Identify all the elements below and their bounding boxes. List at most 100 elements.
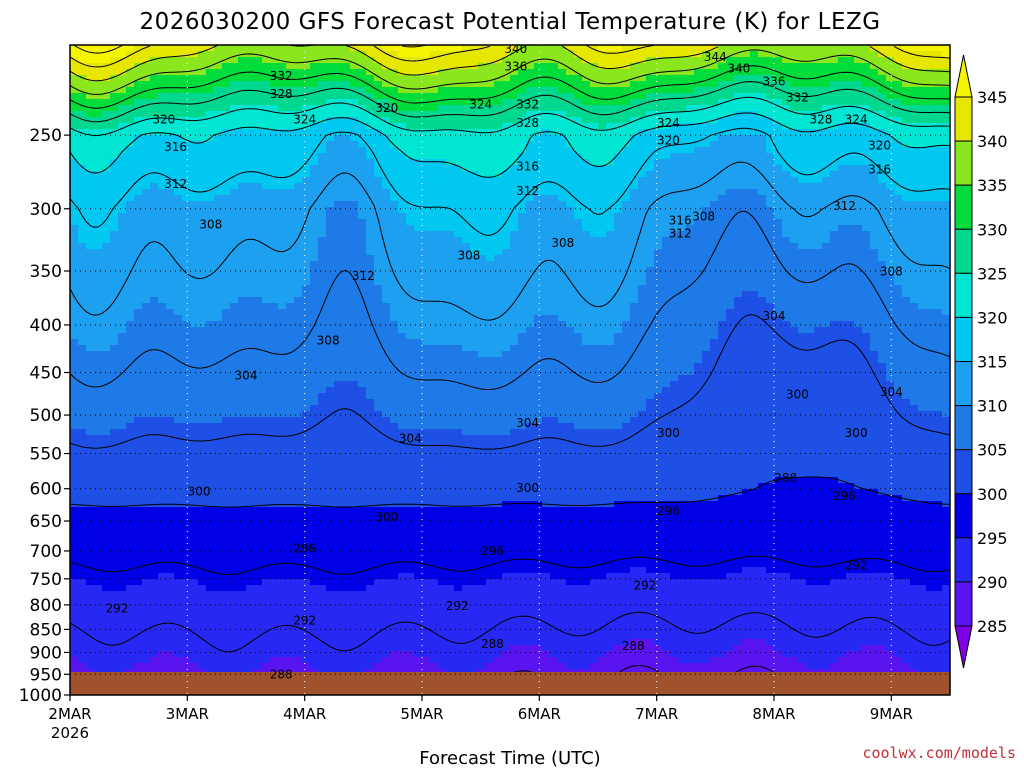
theta-cell — [262, 225, 271, 232]
theta-cell — [414, 87, 423, 94]
theta-cell — [198, 531, 207, 538]
theta-cell — [238, 279, 247, 286]
theta-cell — [198, 483, 207, 490]
theta-cell — [110, 165, 119, 172]
theta-cell — [206, 99, 215, 106]
theta-cell — [94, 531, 103, 538]
theta-cell — [78, 45, 87, 52]
theta-cell — [270, 153, 279, 160]
theta-cell — [118, 633, 127, 640]
theta-cell — [182, 213, 191, 220]
theta-cell — [270, 243, 279, 250]
theta-cell — [166, 309, 175, 316]
theta-cell — [118, 561, 127, 568]
theta-cell — [142, 135, 151, 142]
theta-cell — [118, 621, 127, 628]
theta-cell — [286, 183, 295, 190]
theta-cell — [406, 531, 415, 538]
theta-cell — [94, 273, 103, 280]
theta-cell — [190, 129, 199, 136]
theta-cell — [238, 327, 247, 334]
theta-cell — [374, 453, 383, 460]
theta-cell — [382, 117, 391, 124]
theta-cell — [310, 345, 319, 352]
theta-cell — [382, 639, 391, 646]
theta-cell — [126, 267, 135, 274]
theta-cell — [118, 123, 127, 130]
theta-cell — [134, 63, 143, 70]
theta-cell — [382, 447, 391, 454]
theta-cell — [174, 591, 183, 598]
theta-cell — [110, 405, 119, 412]
theta-cell — [86, 477, 95, 484]
theta-cell — [318, 663, 327, 670]
theta-cell — [398, 639, 407, 646]
theta-cell — [254, 435, 263, 442]
theta-cell — [398, 87, 407, 94]
theta-cell — [302, 537, 311, 544]
theta-cell — [406, 189, 415, 196]
theta-cell — [78, 357, 87, 364]
theta-cell — [214, 549, 223, 556]
theta-cell — [342, 609, 351, 616]
theta-cell — [334, 309, 343, 316]
theta-cell — [222, 537, 231, 544]
theta-cell — [350, 57, 359, 64]
theta-cell — [358, 531, 367, 538]
theta-cell — [70, 159, 79, 166]
theta-cell — [326, 489, 335, 496]
theta-cell — [174, 81, 183, 88]
theta-cell — [302, 549, 311, 556]
theta-cell — [86, 135, 95, 142]
theta-cell — [350, 609, 359, 616]
theta-cell — [158, 231, 167, 238]
theta-cell — [70, 51, 79, 58]
theta-cell — [86, 141, 95, 148]
theta-cell — [342, 585, 351, 592]
theta-cell — [110, 201, 119, 208]
theta-cell — [158, 267, 167, 274]
theta-cell — [390, 477, 399, 484]
theta-cell — [270, 213, 279, 220]
theta-cell — [414, 405, 423, 412]
theta-cell — [134, 387, 143, 394]
theta-cell — [190, 147, 199, 154]
theta-cell — [294, 441, 303, 448]
theta-cell — [182, 597, 191, 604]
theta-cell — [318, 309, 327, 316]
theta-cell — [246, 621, 255, 628]
theta-cell — [366, 393, 375, 400]
theta-cell — [318, 615, 327, 622]
theta-cell — [126, 531, 135, 538]
theta-cell — [246, 423, 255, 430]
theta-cell — [334, 537, 343, 544]
theta-cell — [390, 189, 399, 196]
theta-cell — [422, 399, 431, 406]
theta-cell — [358, 297, 367, 304]
theta-cell — [230, 261, 239, 268]
theta-cell — [78, 189, 87, 196]
theta-cell — [246, 315, 255, 322]
theta-cell — [270, 63, 279, 70]
theta-cell — [286, 495, 295, 502]
theta-cell — [102, 507, 111, 514]
theta-cell — [262, 123, 271, 130]
theta-cell — [254, 249, 263, 256]
theta-cell — [206, 453, 215, 460]
theta-cell — [310, 369, 319, 376]
theta-cell — [206, 309, 215, 316]
theta-cell — [158, 261, 167, 268]
theta-cell — [158, 225, 167, 232]
theta-cell — [382, 657, 391, 664]
theta-cell — [166, 459, 175, 466]
theta-cell — [222, 441, 231, 448]
theta-cell — [374, 75, 383, 82]
theta-cell — [222, 249, 231, 256]
theta-cell — [310, 531, 319, 538]
theta-cell — [238, 213, 247, 220]
theta-cell — [422, 447, 431, 454]
theta-cell — [230, 165, 239, 172]
theta-cell — [118, 279, 127, 286]
theta-cell — [150, 165, 159, 172]
theta-cell — [286, 111, 295, 118]
